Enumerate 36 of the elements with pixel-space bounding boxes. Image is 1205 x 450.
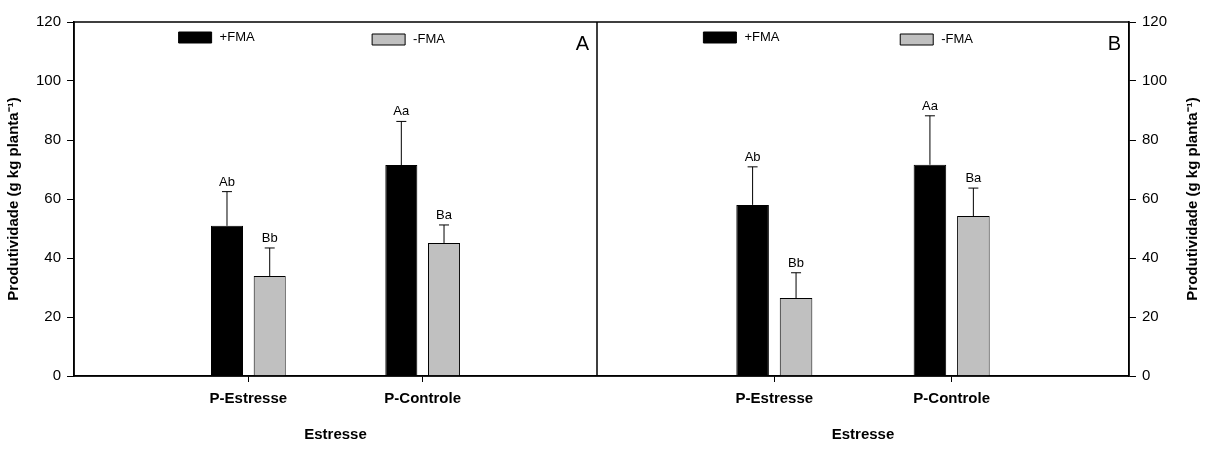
text: A <box>575 31 590 54</box>
annotation: Bb <box>788 254 804 270</box>
legend-label: -FMA <box>413 30 446 46</box>
y-tick-label: 120 <box>36 12 62 30</box>
y-tick-label: 80 <box>44 130 62 148</box>
y-tick-label: 100 <box>1141 71 1167 89</box>
y-tick-label: 120 <box>1141 12 1167 30</box>
legend-label: -FMA <box>941 30 974 46</box>
y-tick-label: 60 <box>1141 189 1159 207</box>
y-tick-label: 0 <box>1141 366 1151 384</box>
y-tick-label: 100 <box>36 71 62 89</box>
y-tick-label: 80 <box>1141 130 1159 148</box>
y-tick-label: 60 <box>44 189 62 207</box>
y-tick-label: 40 <box>44 248 62 266</box>
annotation: Ba <box>965 170 983 186</box>
x-tick-label: P-Estresse <box>735 389 814 407</box>
y-axis-title: Produtividade (g kg planta⁻¹) <box>1183 97 1201 301</box>
y-tick-label: 0 <box>52 366 62 384</box>
annotation: Aa <box>921 97 939 113</box>
y-axis-title: Produtividade (g kg planta⁻¹) <box>4 97 22 301</box>
x-axis-title: Estresse <box>304 425 367 443</box>
x-tick-label: P-Controle <box>384 389 462 407</box>
text: B <box>1107 31 1121 54</box>
annotation: Ab <box>744 148 761 164</box>
y-tick-label: 20 <box>1141 307 1159 325</box>
y-tick-label: 40 <box>1141 248 1159 266</box>
annotation: Bb <box>261 230 278 246</box>
x-tick-label: P-Estresse <box>209 389 288 407</box>
annotation: Ba <box>436 207 453 223</box>
legend-label: +FMA <box>744 28 780 44</box>
annotation: Aa <box>393 103 411 119</box>
y-tick-label: 20 <box>44 307 62 325</box>
x-tick-label: P-Controle <box>913 389 990 407</box>
x-axis-title: Estresse <box>831 425 895 443</box>
annotation: Ab <box>219 173 235 189</box>
legend-label: +FMA <box>219 28 255 44</box>
